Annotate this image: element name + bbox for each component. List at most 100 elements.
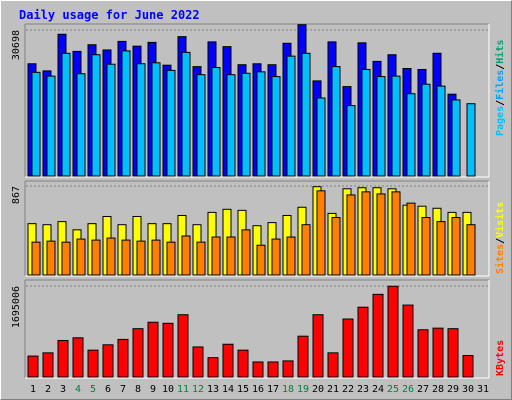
bar-kbytes-day-1 (27, 355, 39, 378)
chart-title: Daily usage for June 2022 (19, 8, 200, 22)
x-tick-day-11: 11 (177, 384, 189, 395)
bar-pages-day-30 (466, 103, 476, 177)
x-tick-day-28: 28 (432, 384, 444, 395)
x-tick-day-7: 7 (120, 384, 126, 395)
bar-pages-day-29 (451, 99, 461, 177)
bar-pages-day-3 (61, 52, 71, 177)
bar-pages-day-22 (346, 105, 356, 177)
bar-kbytes-day-4 (72, 337, 84, 378)
bar-pages-day-23 (361, 68, 371, 177)
bar-pages-day-25 (391, 75, 401, 177)
bar-sites-day-11 (181, 235, 191, 276)
x-tick-day-18: 18 (282, 384, 294, 395)
bar-sites-day-5 (91, 239, 101, 276)
x-tick-day-21: 21 (327, 384, 339, 395)
bar-sites-day-2 (46, 240, 56, 276)
bar-kbytes-day-15 (237, 349, 249, 378)
bar-pages-day-24 (376, 76, 386, 177)
x-tick-day-4: 4 (75, 384, 81, 395)
x-tick-day-19: 19 (297, 384, 309, 395)
x-axis-labels: 1 2 3 4 5 6 7 8 9 10 11 12 13 14 15 16 17 18 19 20 21 22 23 24 2… (30, 384, 489, 395)
bar-pages-day-5 (91, 54, 101, 177)
x-tick-day-24: 24 (372, 384, 384, 395)
bar-sites-day-17 (271, 238, 281, 276)
bar-pages-day-17 (271, 76, 281, 177)
bar-kbytes-day-24 (372, 293, 384, 378)
bar-pages-day-8 (136, 63, 146, 177)
x-tick-day-26: 26 (402, 384, 414, 395)
bar-kbytes-day-7 (117, 338, 129, 378)
bar-pages-day-13 (211, 67, 221, 177)
bar-pages-day-26 (406, 93, 416, 177)
bar-kbytes-day-26 (402, 304, 414, 378)
bar-kbytes-day-25 (387, 285, 399, 378)
legend-entry: KBytes (495, 340, 506, 376)
bar-kbytes-day-2 (42, 352, 54, 378)
bar-pages-day-18 (286, 55, 296, 177)
x-tick-day-1: 1 (30, 384, 36, 395)
bar-sites-day-30 (466, 224, 476, 276)
bar-sites-day-6 (106, 237, 116, 276)
bar-kbytes-day-19 (297, 335, 309, 378)
bar-kbytes-day-28 (432, 327, 444, 378)
x-tick-day-14: 14 (222, 384, 234, 395)
bar-kbytes-day-17 (267, 361, 279, 378)
bar-pages-day-7 (121, 50, 131, 177)
x-tick-day-6: 6 (105, 384, 111, 395)
bar-sites-day-3 (61, 241, 71, 276)
bar-sites-day-13 (211, 236, 221, 276)
bar-kbytes-day-29 (447, 328, 459, 378)
bar-sites-day-10 (166, 241, 176, 276)
bar-pages-day-20 (316, 97, 326, 177)
x-tick-day-31: 31 (477, 384, 489, 395)
bar-sites-day-20 (316, 190, 326, 276)
bar-sites-day-25 (391, 191, 401, 276)
bar-kbytes-day-8 (132, 328, 144, 378)
bar-sites-day-16 (256, 244, 266, 276)
x-tick-day-5: 5 (90, 384, 96, 395)
bar-sites-day-24 (376, 193, 386, 276)
x-tick-day-23: 23 (357, 384, 369, 395)
bar-sites-day-27 (421, 217, 431, 276)
chart-bars (27, 24, 476, 378)
bar-sites-day-14 (226, 236, 236, 276)
x-tick-day-13: 13 (207, 384, 219, 395)
bar-kbytes-day-12 (192, 346, 204, 378)
legend-panel-1: Pages/Files/Hits (494, 40, 506, 136)
bar-pages-day-1 (31, 71, 41, 177)
x-tick-day-22: 22 (342, 384, 354, 395)
bar-pages-day-21 (331, 66, 341, 177)
bar-sites-day-8 (136, 240, 146, 276)
x-tick-day-27: 27 (417, 384, 429, 395)
bar-sites-day-19 (301, 224, 311, 276)
bar-kbytes-day-13 (207, 357, 219, 378)
bar-sites-day-22 (346, 194, 356, 276)
x-tick-day-15: 15 (237, 384, 249, 395)
bar-sites-day-23 (361, 191, 371, 276)
bar-pages-day-27 (421, 83, 431, 177)
bar-kbytes-day-30 (462, 355, 474, 378)
bar-sites-day-21 (331, 217, 341, 276)
bar-pages-day-14 (226, 74, 236, 177)
x-tick-day-3: 3 (60, 384, 66, 395)
x-tick-day-10: 10 (162, 384, 174, 395)
bar-pages-day-2 (46, 75, 56, 177)
bar-pages-day-6 (106, 63, 116, 177)
bar-sites-day-18 (286, 236, 296, 276)
bar-kbytes-day-10 (162, 322, 174, 378)
bar-pages-day-9 (151, 62, 161, 177)
x-tick-day-16: 16 (252, 384, 264, 395)
legend-entry: Pages (495, 106, 506, 136)
legend-entry: Hits (494, 40, 506, 64)
bar-kbytes-day-16 (252, 361, 264, 378)
y-tick-max-panel-3: 1695006 (11, 286, 22, 328)
bar-sites-day-7 (121, 239, 131, 276)
bar-pages-day-12 (196, 74, 206, 177)
bar-kbytes-day-3 (57, 339, 69, 378)
x-tick-day-20: 20 (312, 384, 324, 395)
x-tick-day-17: 17 (267, 384, 279, 395)
bar-sites-day-28 (436, 221, 446, 276)
legend-entry: / (495, 100, 506, 106)
